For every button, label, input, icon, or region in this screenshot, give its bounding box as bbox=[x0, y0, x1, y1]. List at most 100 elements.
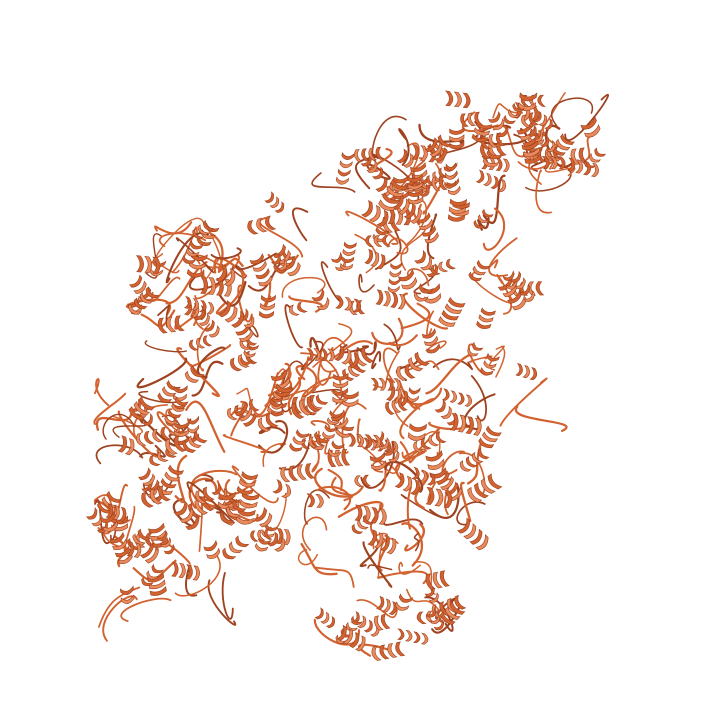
helix-turn bbox=[421, 225, 437, 237]
helix-turn bbox=[183, 296, 192, 309]
helix-turn bbox=[483, 359, 497, 369]
coil-loop bbox=[95, 410, 133, 431]
helix-turn bbox=[393, 190, 410, 200]
helix-turn bbox=[557, 156, 566, 170]
helix-turn bbox=[306, 348, 314, 361]
helix-ribbon bbox=[361, 199, 389, 228]
helix-turn bbox=[112, 538, 128, 551]
helix-turn bbox=[511, 295, 527, 311]
helix-turn bbox=[168, 464, 185, 475]
helix-turn bbox=[474, 482, 489, 499]
helix-turn bbox=[260, 294, 277, 303]
helix-turn bbox=[523, 290, 535, 302]
helix-turn bbox=[519, 283, 531, 296]
helix-turn bbox=[425, 610, 436, 624]
helix-ribbon bbox=[334, 344, 359, 369]
helix-turn bbox=[305, 463, 316, 479]
helix-turn bbox=[230, 357, 242, 372]
helix-turn bbox=[440, 476, 454, 491]
helix-turn bbox=[429, 142, 443, 158]
helix-turn bbox=[505, 278, 518, 290]
helix-turn bbox=[427, 472, 436, 486]
helix-turn bbox=[249, 253, 265, 265]
helix-turn bbox=[149, 586, 167, 596]
helix-turn bbox=[133, 542, 142, 558]
helix-turn bbox=[151, 563, 164, 574]
coil-loop bbox=[422, 179, 444, 215]
helix-turn bbox=[138, 467, 151, 481]
helix-turn bbox=[391, 440, 399, 454]
coil-loop bbox=[477, 217, 490, 231]
coil-loop bbox=[467, 440, 483, 485]
helix-ribbon bbox=[387, 262, 403, 293]
helix-ribbon bbox=[460, 111, 483, 127]
helix-ribbon bbox=[135, 255, 161, 274]
helix-turn bbox=[329, 410, 343, 418]
helix-turn bbox=[445, 90, 454, 107]
helix-turn bbox=[375, 226, 390, 236]
helix-turn bbox=[351, 615, 364, 625]
helix-turn bbox=[514, 277, 526, 289]
helix-turn bbox=[270, 252, 281, 265]
helix-turn bbox=[257, 417, 271, 432]
coil-loop bbox=[237, 284, 253, 323]
helix-turn bbox=[322, 431, 336, 440]
helix-turn bbox=[191, 297, 199, 311]
helix-turn bbox=[254, 542, 269, 552]
helix-turn bbox=[174, 435, 187, 452]
helix-ribbon bbox=[441, 388, 473, 407]
helix-turn bbox=[449, 198, 468, 207]
helix-turn bbox=[444, 180, 457, 189]
helix-turn bbox=[217, 300, 231, 318]
helix-ribbon bbox=[395, 593, 414, 611]
helix-turn bbox=[423, 335, 439, 346]
helix-turn bbox=[354, 475, 364, 487]
coil-loop bbox=[154, 221, 193, 235]
helix-turn bbox=[397, 198, 410, 215]
helix-turn bbox=[475, 169, 485, 184]
helix-turn bbox=[383, 443, 395, 456]
helix-turn bbox=[539, 134, 550, 147]
coil-loop bbox=[191, 360, 224, 397]
helix-turn bbox=[239, 338, 252, 351]
coil-loop bbox=[387, 237, 409, 255]
coil-loop bbox=[301, 516, 328, 551]
helix-turn bbox=[401, 276, 418, 290]
helix-turn bbox=[178, 562, 186, 579]
helix-turn bbox=[187, 424, 199, 434]
helix-ribbon bbox=[186, 252, 208, 278]
helix-turn bbox=[378, 378, 387, 391]
helix-turn bbox=[409, 207, 422, 224]
helix-turn bbox=[449, 412, 459, 431]
helix-turn bbox=[376, 253, 386, 270]
helix-turn bbox=[235, 322, 250, 336]
coil-loop bbox=[188, 477, 218, 509]
helix-turn bbox=[583, 124, 601, 138]
helix-turn bbox=[211, 482, 221, 495]
helix-turn bbox=[163, 543, 175, 555]
coil-loop bbox=[221, 572, 234, 620]
helix-ribbon bbox=[217, 300, 245, 328]
coil-loop bbox=[458, 452, 486, 494]
coil-loop bbox=[371, 317, 404, 345]
helix-turn bbox=[448, 296, 466, 308]
helix-turn bbox=[407, 394, 420, 403]
helix-ribbon bbox=[235, 322, 254, 342]
helix-turn bbox=[126, 541, 135, 557]
helix-turn bbox=[220, 511, 235, 524]
helix-turn bbox=[378, 508, 387, 525]
helix-turn bbox=[387, 206, 396, 225]
helix-turn bbox=[397, 628, 405, 641]
helix-turn bbox=[425, 573, 436, 590]
helix-turn bbox=[414, 351, 430, 366]
helix-turn bbox=[472, 341, 484, 351]
helix-turn bbox=[228, 541, 243, 554]
coil-loop bbox=[399, 397, 435, 440]
helix-ribbon bbox=[306, 348, 335, 362]
helix-turn bbox=[265, 413, 279, 428]
helix-turn bbox=[291, 402, 305, 419]
helix-ribbon bbox=[99, 511, 119, 532]
coil-loop bbox=[382, 347, 398, 384]
helix-turn bbox=[447, 214, 466, 222]
